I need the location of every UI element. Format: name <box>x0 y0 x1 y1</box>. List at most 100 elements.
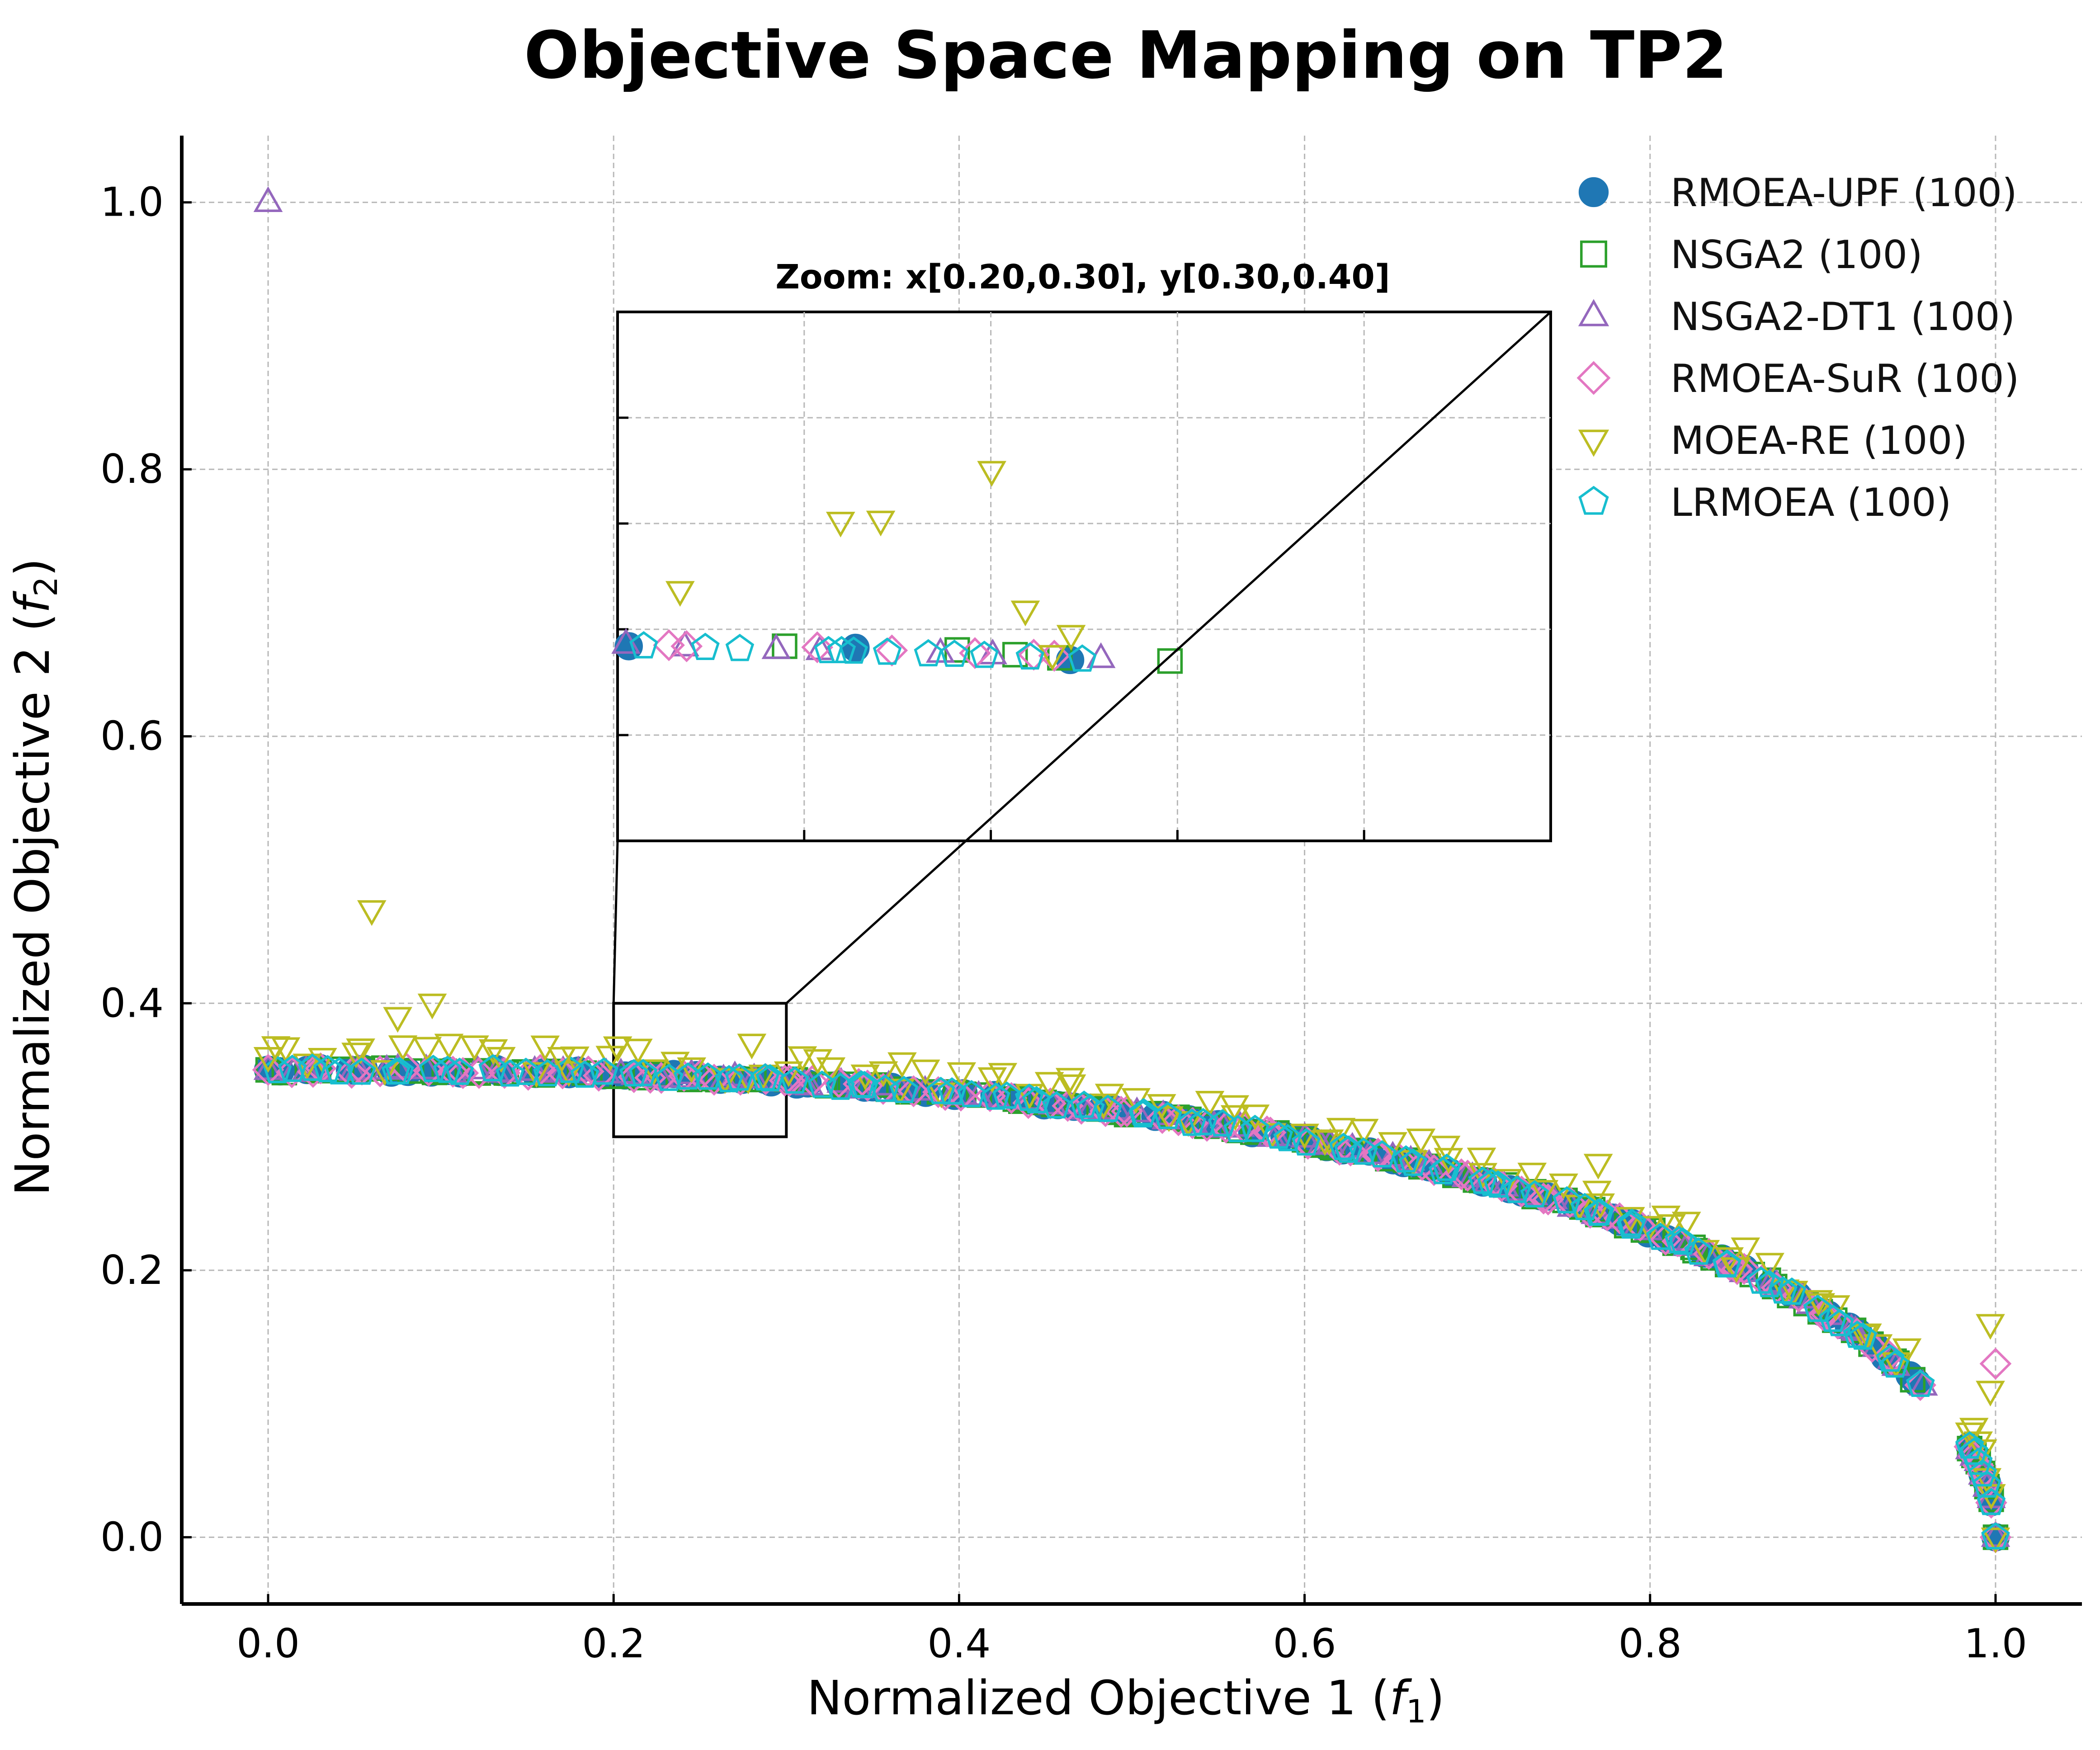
inset-point-triangle-down <box>826 511 855 538</box>
point-pentagon <box>1223 1115 1252 1142</box>
inset-point-triangle-down <box>665 581 695 607</box>
point-triangle-down <box>1154 1106 1184 1132</box>
inset-point-pentagon <box>873 637 902 665</box>
axes <box>180 136 2082 1606</box>
legend-entry-label: MOEA-RE (100) <box>1671 418 1968 463</box>
y-axis-label: Normalized Objective 2 (f2) <box>5 558 65 1196</box>
zoom-inset-title: Zoom: x[0.20,0.30], y[0.30,0.40] <box>775 258 1390 297</box>
point-pentagon <box>957 1080 986 1108</box>
point-pentagon <box>1617 1208 1647 1236</box>
outlier-point <box>357 900 387 926</box>
point-triangle-down <box>816 1057 846 1083</box>
legend-entry-label: LRMOEA (100) <box>1671 480 1951 525</box>
x-tick-label: 1.0 <box>1964 1620 2027 1667</box>
zoom-inset <box>611 311 1552 1005</box>
point-triangle-down <box>1406 1128 1436 1155</box>
legend-marker-square <box>1580 241 1607 268</box>
point-pentagon <box>694 1062 722 1090</box>
point-triangle-down <box>1095 1084 1124 1110</box>
point-diamond <box>1728 1253 1760 1285</box>
point-diamond <box>698 1063 730 1096</box>
point-pentagon <box>1963 1447 1993 1475</box>
point-pentagon <box>1959 1437 1988 1465</box>
point-triangle-down <box>1955 1422 1984 1448</box>
inset-point-pentagon <box>970 641 999 668</box>
point-pentagon <box>714 1065 744 1093</box>
point-pentagon <box>619 1059 648 1087</box>
y-tick-label: 1.0 <box>100 179 164 226</box>
point-triangle-down <box>1034 1072 1064 1098</box>
x-tick-label: 0.0 <box>236 1620 300 1667</box>
point-triangle-down <box>926 1082 956 1108</box>
point-triangle-down <box>1055 1068 1085 1094</box>
inset-point-diamond <box>1038 640 1071 672</box>
point-triangle-down <box>522 1062 551 1088</box>
point-pentagon <box>1153 1102 1182 1129</box>
inset-point-pentagon <box>839 636 868 664</box>
point-diamond <box>1505 1175 1538 1208</box>
point-diamond <box>618 1061 650 1093</box>
point-pentagon <box>278 1054 307 1082</box>
point-triangle-down <box>370 1060 400 1086</box>
point-triangle-down <box>1431 1136 1461 1162</box>
point-triangle-down <box>1731 1237 1760 1264</box>
inset-point-diamond <box>801 631 834 664</box>
point-triangle-down <box>1892 1338 1922 1364</box>
point-pentagon <box>1241 1114 1269 1142</box>
point-diamond <box>1445 1158 1477 1191</box>
y-tick-label: 0.6 <box>100 713 164 759</box>
point-triangle-down <box>1671 1212 1701 1238</box>
point-diamond <box>1406 1149 1438 1181</box>
point-pentagon <box>419 1054 448 1082</box>
point-triangle-down <box>1057 1074 1086 1100</box>
point-diamond <box>1962 1449 1995 1482</box>
x-tick-label: 0.2 <box>582 1620 645 1667</box>
point-pentagon <box>889 1075 919 1104</box>
inset-point-triangle-up <box>670 631 699 656</box>
point-diamond <box>897 1075 930 1108</box>
point-diamond <box>773 1064 806 1097</box>
point-pentagon <box>755 1064 785 1092</box>
point-diamond <box>929 1079 962 1111</box>
outlier-point <box>253 186 283 212</box>
point-triangle-down <box>1240 1104 1270 1131</box>
inset-point-pentagon <box>1015 642 1045 670</box>
point-triangle-down <box>434 1033 464 1060</box>
point-triangle-down <box>1493 1169 1522 1195</box>
point-diamond <box>974 1080 1006 1112</box>
point-pentagon <box>725 1063 754 1091</box>
point-pentagon <box>1684 1237 1713 1265</box>
point-diamond <box>944 1079 977 1112</box>
legend-entry-label: NSGA2-DT1 (100) <box>1671 294 2015 340</box>
outlier-point <box>1976 1314 2005 1340</box>
point-triangle-down <box>308 1048 337 1074</box>
point-triangle-down <box>341 1042 371 1069</box>
point-pentagon <box>655 1063 684 1091</box>
legend-marker-diamond <box>1576 361 1611 395</box>
inset-point-triangle-up <box>925 637 955 663</box>
point-pentagon <box>1273 1124 1302 1151</box>
inset-point-square <box>1002 642 1028 668</box>
zoom-inset-frame <box>616 311 1552 842</box>
outlier-point <box>547 1047 576 1073</box>
point-diamond <box>463 1057 495 1089</box>
inset-point-pentagon <box>1068 644 1097 672</box>
point-triangle-down <box>1467 1147 1496 1174</box>
inset-point-pentagon <box>629 631 658 659</box>
point-diamond <box>1052 1090 1084 1122</box>
point-pentagon <box>1483 1170 1513 1198</box>
point-triangle-down <box>1349 1118 1379 1145</box>
point-pentagon <box>1825 1309 1855 1336</box>
point-triangle-down <box>1314 1129 1344 1156</box>
zoom-connector-line <box>785 311 1552 1005</box>
point-triangle-down <box>1195 1091 1225 1117</box>
point-diamond <box>645 1061 678 1094</box>
point-pentagon <box>1022 1086 1051 1113</box>
point-diamond <box>1856 1330 1888 1363</box>
point-triangle-down <box>486 1047 516 1073</box>
point-diamond <box>1904 1369 1936 1401</box>
inset-point-triangle-down <box>866 510 896 537</box>
legend-entry-label: NSGA2 (100) <box>1671 232 1923 278</box>
point-triangle-down <box>346 1038 375 1064</box>
